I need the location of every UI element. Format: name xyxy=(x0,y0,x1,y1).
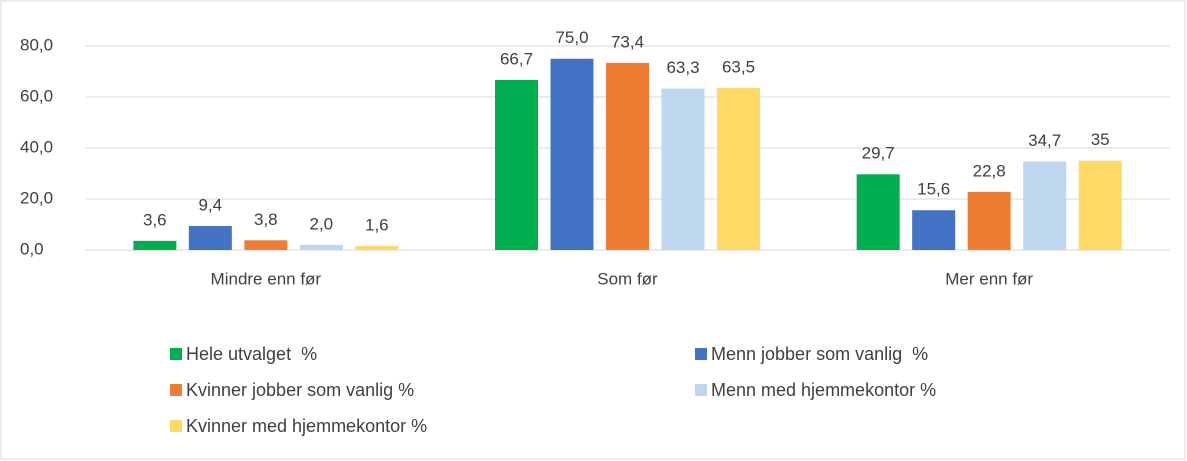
bar xyxy=(717,88,760,250)
data-label: 35 xyxy=(1091,130,1110,149)
bar xyxy=(912,210,956,250)
y-tick-label: 60,0 xyxy=(20,86,53,105)
data-label: 63,3 xyxy=(666,58,699,77)
bar xyxy=(661,88,705,251)
data-label: 29,7 xyxy=(862,144,895,163)
legend-label: Menn med hjemmekontor % xyxy=(711,380,936,400)
data-label: 22,8 xyxy=(973,161,1006,180)
data-label: 34,7 xyxy=(1028,131,1061,150)
bar xyxy=(355,245,399,250)
bar xyxy=(133,240,177,250)
bar xyxy=(856,174,900,250)
y-tick-label: 20,0 xyxy=(20,188,53,207)
x-tick-label: Mer enn før xyxy=(945,269,1033,288)
y-tick-label: 80,0 xyxy=(20,35,53,54)
legend-swatch xyxy=(695,348,707,360)
legend-swatch xyxy=(695,384,707,396)
legend-swatch xyxy=(170,420,182,432)
y-tick-label: 40,0 xyxy=(20,137,53,156)
bar xyxy=(606,62,649,250)
bar xyxy=(299,244,343,250)
data-label: 66,7 xyxy=(500,49,533,68)
data-label: 2,0 xyxy=(310,214,334,233)
legend-label: Kvinner med hjemmekontor % xyxy=(186,416,427,436)
x-tick-label: Som før xyxy=(597,269,658,288)
data-label: 73,4 xyxy=(611,32,644,51)
bar xyxy=(967,191,1011,250)
legend-label: Hele utvalget % xyxy=(186,344,317,364)
data-label: 15,6 xyxy=(917,180,950,199)
x-tick-label: Mindre enn før xyxy=(211,269,322,288)
bar xyxy=(244,240,288,250)
data-label: 63,5 xyxy=(722,58,755,77)
legend-label: Menn jobber som vanlig % xyxy=(711,344,928,364)
legend: Hele utvalget % Menn jobber som vanlig % K… xyxy=(170,344,936,436)
bar xyxy=(188,226,232,250)
bar xyxy=(495,79,538,250)
data-label: 75,0 xyxy=(555,28,588,47)
bar xyxy=(550,58,594,250)
bar xyxy=(1078,160,1122,250)
data-label: 3,8 xyxy=(254,210,278,229)
data-label: 3,6 xyxy=(143,210,167,229)
y-tick-label: 0,0 xyxy=(20,239,44,258)
data-label: 1,6 xyxy=(365,215,389,234)
bar xyxy=(1023,161,1067,250)
legend-swatch xyxy=(170,384,182,396)
data-label: 9,4 xyxy=(199,196,223,215)
legend-label: Kvinner jobber som vanlig % xyxy=(186,380,414,400)
legend-swatch xyxy=(170,348,182,360)
